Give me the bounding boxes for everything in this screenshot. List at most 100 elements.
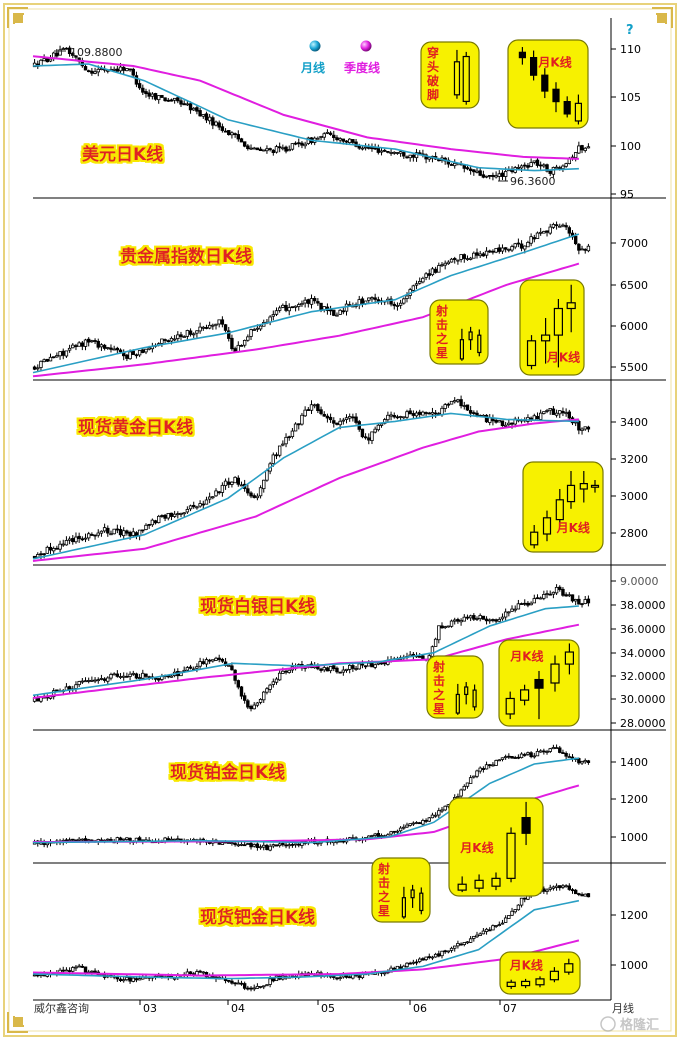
candle-body: [239, 138, 244, 143]
candle-body: [217, 319, 221, 325]
candle-body: [255, 147, 260, 151]
candle-body: [239, 484, 244, 487]
candle-body: [357, 975, 361, 978]
candle-body: [230, 842, 234, 844]
candle-body: [481, 174, 486, 178]
corner-ornament-bottom-left: [7, 1012, 28, 1033]
callout-label: 穿头破脚: [427, 45, 439, 102]
quarterly-ma-line: [32, 623, 580, 699]
candle-body: [144, 524, 148, 530]
candle-body: [80, 680, 85, 683]
callout-box: [429, 299, 489, 365]
candle-body: [398, 416, 403, 418]
candle-body: [430, 412, 435, 415]
candle-body: [542, 594, 546, 599]
callout-candle-body: [566, 302, 576, 310]
candle-body: [207, 496, 212, 500]
candle-body: [529, 236, 533, 244]
candle-body: [456, 619, 460, 622]
candle-body: [271, 681, 276, 685]
y-tick-label: 95: [620, 188, 634, 201]
y-tick-label: 6000: [620, 320, 648, 333]
candle-body: [586, 760, 591, 763]
candle-body: [424, 273, 428, 278]
help-question-mark[interactable]: ?: [626, 23, 634, 38]
y-tick-label: 3200: [620, 453, 648, 466]
candle-body: [580, 603, 584, 606]
candle-body: [252, 329, 256, 331]
candle-body: [545, 164, 549, 172]
candle-body: [128, 68, 132, 71]
candle-body: [290, 844, 295, 846]
callout-month-silver: 月K线: [498, 639, 580, 727]
candle-body: [258, 148, 263, 152]
candle-body: [481, 615, 486, 620]
candle-body: [99, 678, 104, 680]
candle-body: [475, 770, 479, 777]
callout-candle-body: [550, 663, 560, 684]
callout-candle-body: [553, 307, 564, 336]
x-tick-label: 07: [503, 1002, 517, 1015]
candle-body: [484, 618, 489, 622]
candle-body: [122, 66, 126, 71]
candle-body: [71, 538, 75, 543]
candle-body: [427, 412, 431, 415]
candle-body: [169, 337, 174, 342]
candle-body: [125, 354, 129, 359]
candle-body: [370, 431, 374, 441]
candle-body: [357, 663, 361, 670]
candle-body: [274, 844, 279, 847]
candle-body: [55, 52, 59, 57]
candle-body: [427, 956, 431, 958]
candle-body: [405, 411, 409, 418]
candle-body: [341, 310, 346, 313]
candle-body: [252, 147, 256, 150]
candle-body: [141, 672, 145, 679]
candle-body: [163, 97, 167, 102]
candle-body: [255, 495, 260, 499]
candle-body: [80, 838, 85, 841]
candle-body: [561, 588, 565, 596]
candle-body: [402, 826, 406, 829]
candle-body: [344, 303, 349, 312]
candle-body: [128, 351, 132, 360]
candle-body: [542, 231, 546, 234]
candle-body: [214, 490, 218, 497]
candle-body: [172, 838, 177, 841]
candle-body: [198, 503, 202, 507]
candle-body: [491, 925, 495, 931]
candle-body: [456, 796, 460, 798]
callout-candle-body: [464, 686, 469, 696]
candle-body: [433, 953, 438, 958]
candle-body: [449, 164, 454, 166]
candle-body: [322, 413, 326, 417]
candle-body: [411, 961, 416, 964]
candle-body: [510, 608, 514, 612]
candle-body: [472, 935, 476, 939]
candle-body: [195, 506, 199, 509]
candle-body: [519, 243, 524, 249]
candle-body: [526, 602, 530, 606]
candle-body: [287, 307, 291, 312]
candle-body: [443, 262, 447, 266]
callout-box: [371, 857, 431, 923]
candle-body: [503, 756, 508, 759]
candle-body: [182, 103, 186, 106]
candle-body: [297, 304, 301, 307]
chart-panel-5: 1400 1200 1000 现货铂金日K线: [32, 744, 648, 852]
candle-body: [414, 152, 419, 159]
y-tick-label: 32.0000: [620, 670, 666, 683]
callout-candle-body: [419, 892, 424, 912]
candle-body: [262, 479, 266, 490]
candle-body: [503, 171, 508, 177]
chart-panel-6: 1200 1000 现货钯金日K线 03 04 05 06 07: [32, 883, 648, 1015]
candle-body: [277, 307, 282, 311]
candle-body: [354, 668, 358, 670]
candle-body: [545, 889, 549, 892]
candle-body: [55, 689, 59, 692]
candle-body: [172, 513, 177, 517]
candle-body: [472, 775, 476, 778]
candle-body: [169, 99, 174, 102]
candle-body: [367, 297, 371, 301]
candle-body: [306, 299, 311, 304]
